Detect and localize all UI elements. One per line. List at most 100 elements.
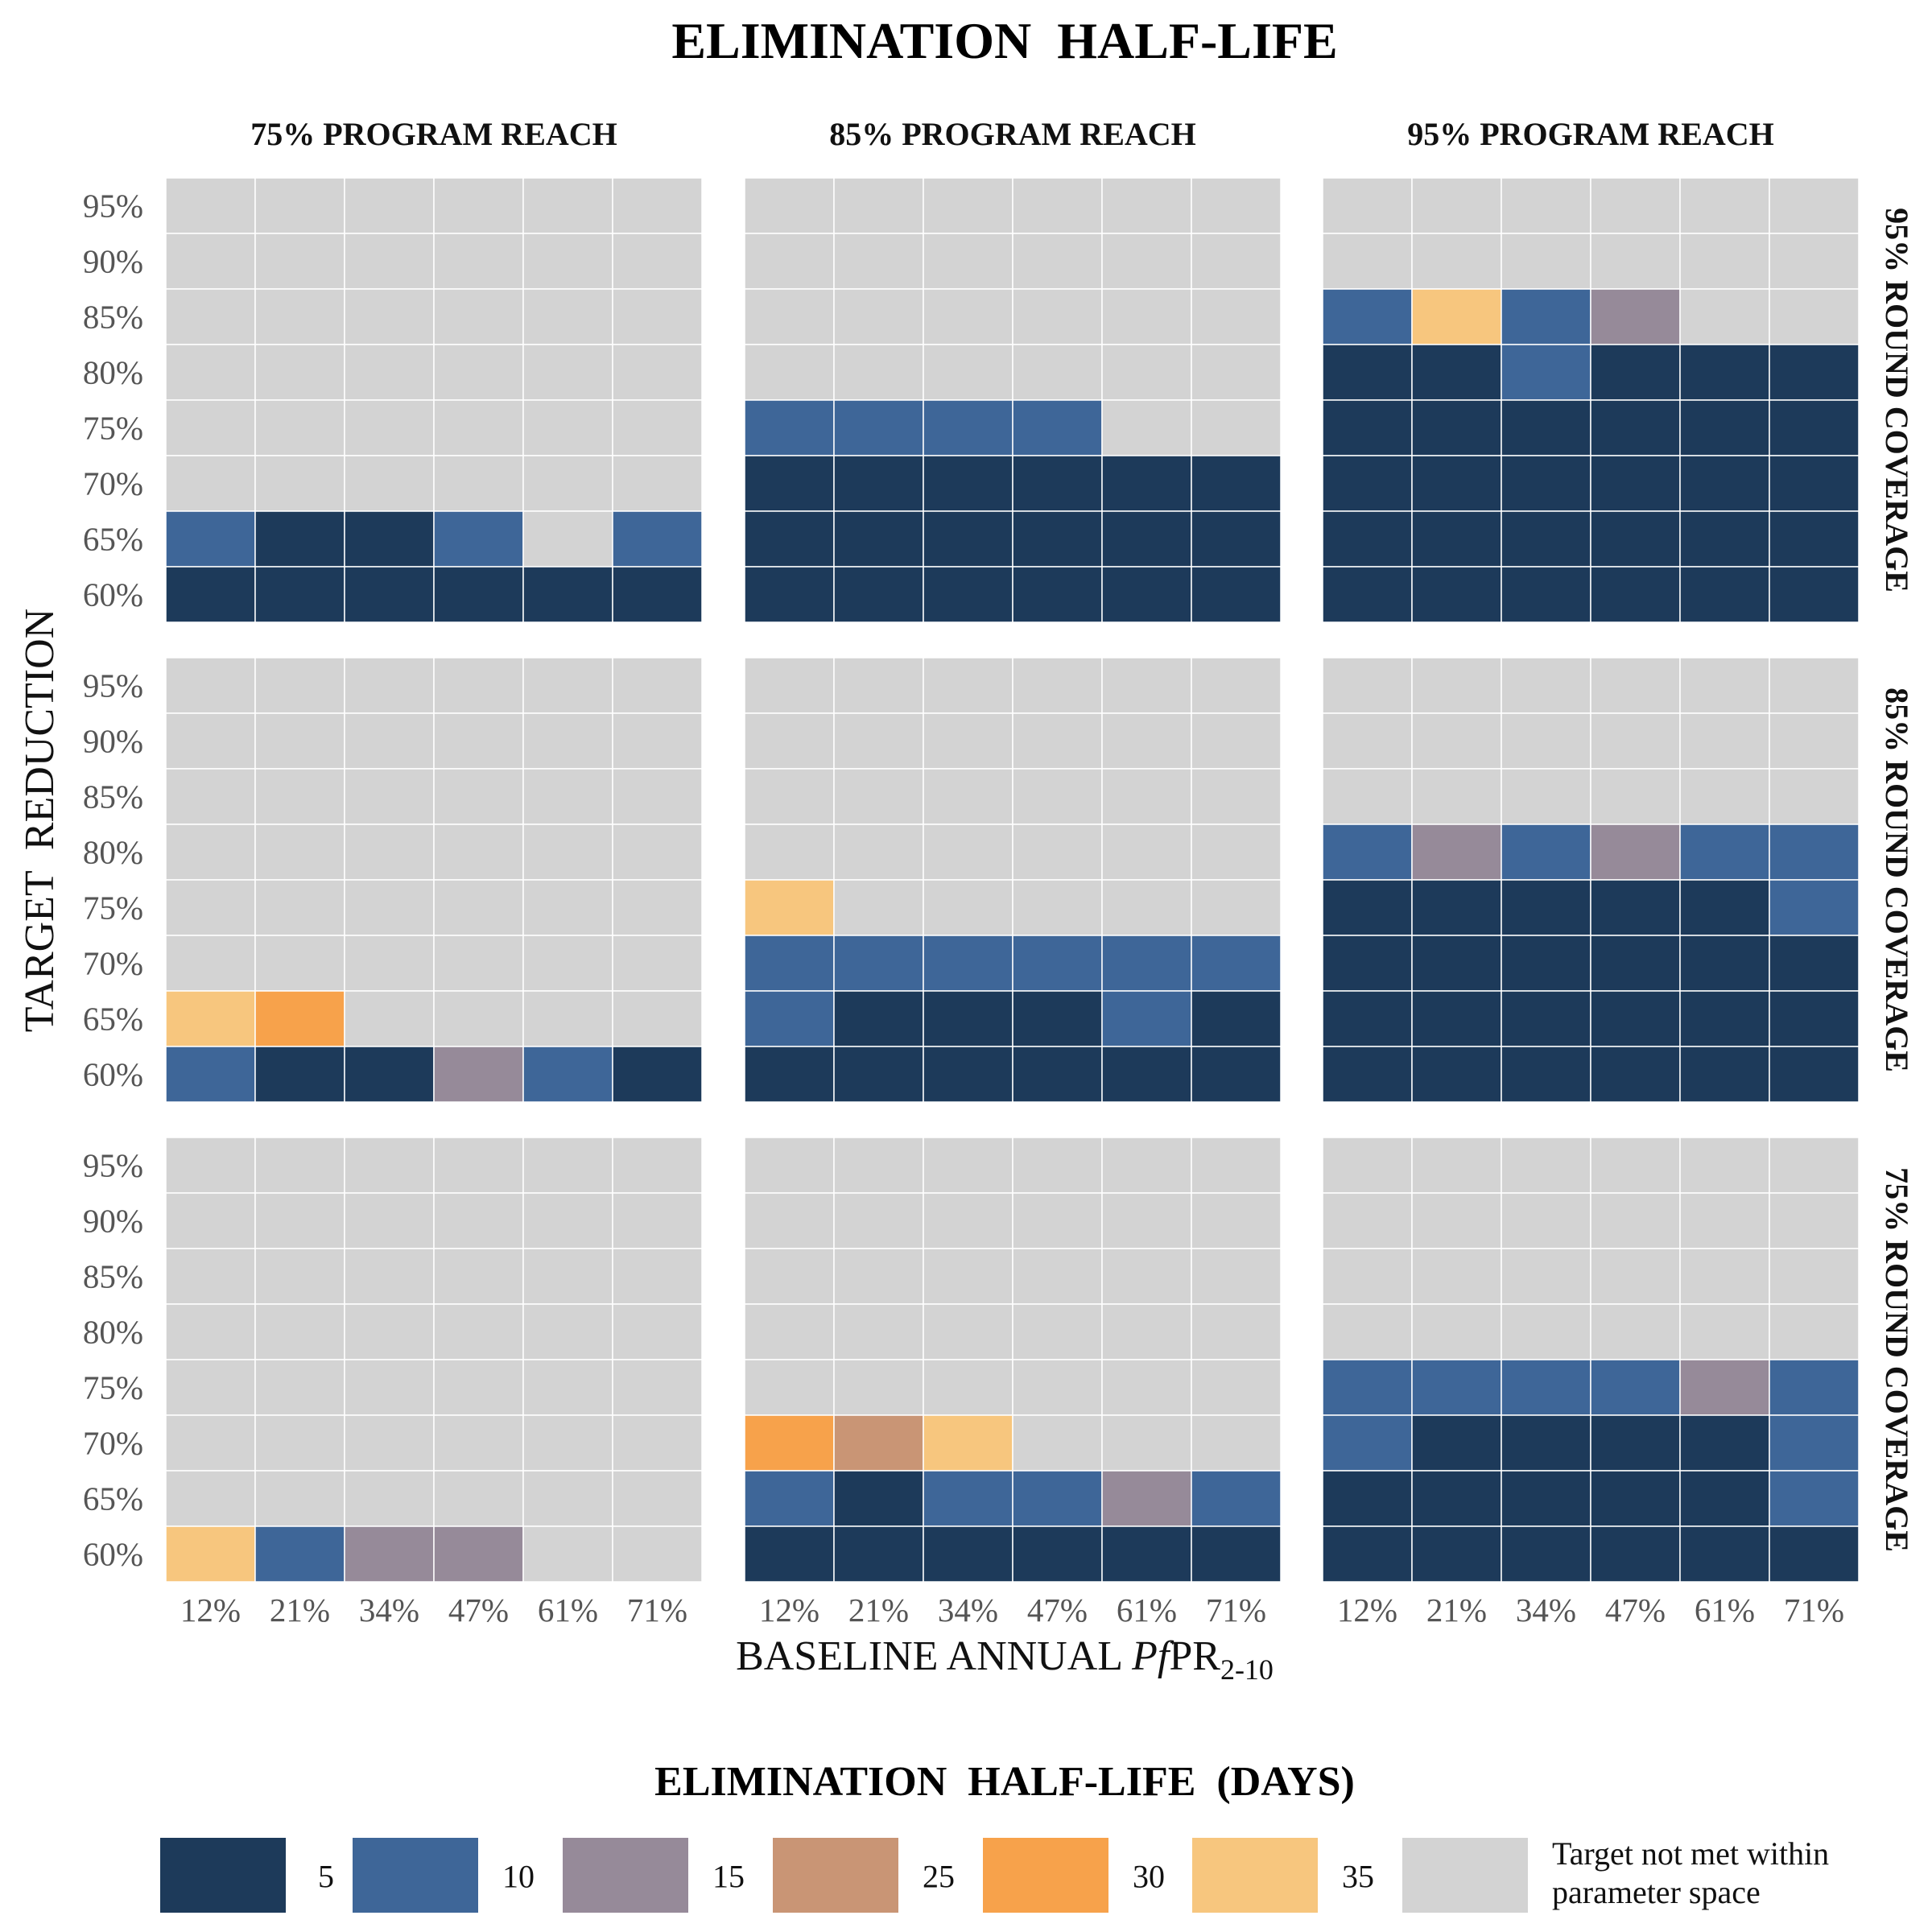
heatmap-cell <box>1101 935 1192 992</box>
heatmap-cell <box>744 1359 835 1416</box>
heatmap-cell <box>1322 1137 1413 1194</box>
heatmap-cell <box>433 1137 524 1194</box>
heatmap-cell <box>165 1137 256 1194</box>
heatmap-cell <box>1411 657 1502 714</box>
heatmap-cell <box>744 1192 835 1249</box>
heatmap-cell <box>1679 1525 1770 1583</box>
heatmap-cell <box>833 566 924 623</box>
heatmap-cell <box>1322 344 1413 401</box>
heatmap-cell <box>1191 1248 1282 1305</box>
heatmap-cell <box>254 1248 345 1305</box>
heatmap-cell <box>344 768 435 825</box>
heatmap-cell <box>433 344 524 401</box>
legend-items: 5 10 15 25 30 35 Target not met within paramete… <box>160 1835 1829 1913</box>
heatmap-cell <box>254 1303 345 1360</box>
heatmap-cell <box>165 657 256 714</box>
heatmap-cell <box>833 1359 924 1416</box>
heatmap-cell <box>1322 1525 1413 1583</box>
heatmap-cell <box>1769 1359 1860 1416</box>
heatmap-cell <box>612 712 703 770</box>
heatmap-cell <box>1501 879 1591 936</box>
heatmap-cell <box>1590 288 1681 345</box>
heatmap-cell <box>522 1359 613 1416</box>
heatmap-cell <box>1411 824 1502 881</box>
heatmap-cell <box>1501 657 1591 714</box>
heatmap-cell <box>1012 1303 1103 1360</box>
legend-swatch <box>1192 1838 1318 1913</box>
heatmap-cell <box>254 1470 345 1527</box>
heatmap-cell <box>1679 990 1770 1047</box>
heatmap-cell <box>612 455 703 512</box>
heatmap-cell <box>1769 712 1860 770</box>
heatmap-cell <box>1769 824 1860 881</box>
heatmap-cell <box>1191 1525 1282 1583</box>
x-tick-label: 34% <box>1516 1591 1576 1629</box>
heatmap-cell <box>1590 1470 1681 1527</box>
heatmap-cell <box>1012 1248 1103 1305</box>
heatmap-cell <box>433 233 524 290</box>
heatmap-cell <box>1411 177 1502 234</box>
heatmap-cell <box>612 566 703 623</box>
heatmap-cell <box>1679 1192 1770 1249</box>
heatmap-cell <box>744 177 835 234</box>
heatmap-cell <box>344 1137 435 1194</box>
y-tick-labels: 95% 90% 85% 80% 75% 70% 65% 60% 95% 90% 85% 80% 75% 7… <box>83 188 143 1573</box>
heatmap-cell <box>923 1414 1013 1472</box>
heatmap-cell <box>344 879 435 936</box>
heatmap-cell <box>1411 1046 1502 1103</box>
heatmap-cell <box>1322 233 1413 290</box>
heatmap-cell <box>1012 1359 1103 1416</box>
heatmap-cell <box>923 288 1013 345</box>
heatmap-cell <box>923 1303 1013 1360</box>
heatmap-cell <box>1590 399 1681 456</box>
heatmap-cell <box>1322 1046 1413 1103</box>
heatmap-cell <box>1679 1248 1770 1305</box>
heatmap-cell <box>1769 177 1860 234</box>
y-tick-label: 60% <box>83 1056 143 1093</box>
heatmap-cell <box>744 288 835 345</box>
heatmap-cell <box>1679 768 1770 825</box>
heatmap-cell <box>254 288 345 345</box>
heatmap-cell <box>1101 510 1192 568</box>
x-axis-label-sub: 2-10 <box>1220 1653 1274 1686</box>
x-tick-labels: 12% 21% 34% 47% 61% 71% 12% 21% 34% 47% 61% 71% 12% 2… <box>180 1591 1844 1629</box>
heatmap-cell <box>433 510 524 568</box>
heatmap-cell <box>1411 399 1502 456</box>
heatmap-cell <box>923 657 1013 714</box>
heatmap-cell <box>1769 344 1860 401</box>
heatmap-cell <box>165 1192 256 1249</box>
heatmap-cell <box>344 1046 435 1103</box>
heatmap-cell <box>1411 1359 1502 1416</box>
heatmap-cell <box>1769 1248 1860 1305</box>
heatmap-cell <box>1012 824 1103 881</box>
heatmap-cell <box>1769 1137 1860 1194</box>
heatmap-cell <box>254 1192 345 1249</box>
heatmap-cell <box>344 399 435 456</box>
heatmap-cell <box>433 566 524 623</box>
heatmap-cell <box>522 657 613 714</box>
heatmap-cell <box>254 768 345 825</box>
heatmap-cell <box>522 288 613 345</box>
heatmap-cell <box>1012 712 1103 770</box>
heatmap-cell <box>1191 879 1282 936</box>
heatmap-cell <box>1101 1303 1192 1360</box>
heatmap-cell <box>1322 990 1413 1047</box>
x-tick-label: 71% <box>1784 1591 1844 1629</box>
heatmap-cell <box>1012 177 1103 234</box>
heatmap-cell <box>1191 1470 1282 1527</box>
heatmap-cell <box>833 1248 924 1305</box>
heatmap-cell <box>833 990 924 1047</box>
heatmap-cell <box>833 399 924 456</box>
x-tick-label: 61% <box>1117 1591 1177 1629</box>
heatmap-cell <box>254 935 345 992</box>
x-tick-label: 34% <box>938 1591 998 1629</box>
heatmap-panel <box>165 177 703 623</box>
legend-swatch <box>353 1838 478 1913</box>
y-tick-label: 85% <box>83 1258 143 1295</box>
row-facet-label: 75% ROUND COVERAGE <box>1879 1167 1915 1552</box>
heatmap-cell <box>1769 233 1860 290</box>
legend-label: 5 <box>318 1859 334 1895</box>
heatmap-cell <box>833 824 924 881</box>
heatmap-panels <box>165 177 1860 1583</box>
heatmap-cell <box>165 1470 256 1527</box>
